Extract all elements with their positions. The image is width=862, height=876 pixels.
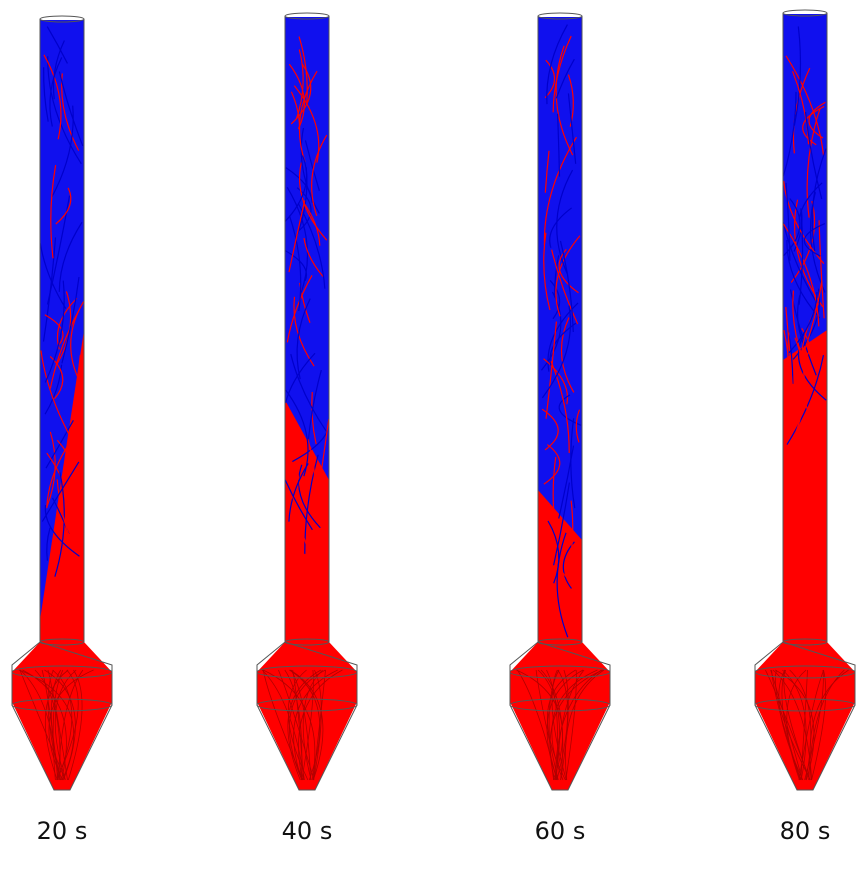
time-label: 40 s bbox=[282, 817, 333, 845]
simulation-panel: 80 s bbox=[755, 10, 855, 845]
time-label: 60 s bbox=[535, 817, 586, 845]
hopper-fill bbox=[257, 642, 357, 790]
simulation-panel: 40 s bbox=[257, 13, 357, 845]
simulation-panel: 20 s bbox=[12, 16, 112, 845]
simulation-panel: 60 s bbox=[510, 13, 610, 845]
time-label: 80 s bbox=[780, 817, 831, 845]
figure: 20 s 40 s 60 s 80 s bbox=[0, 0, 862, 876]
time-label: 20 s bbox=[37, 817, 88, 845]
